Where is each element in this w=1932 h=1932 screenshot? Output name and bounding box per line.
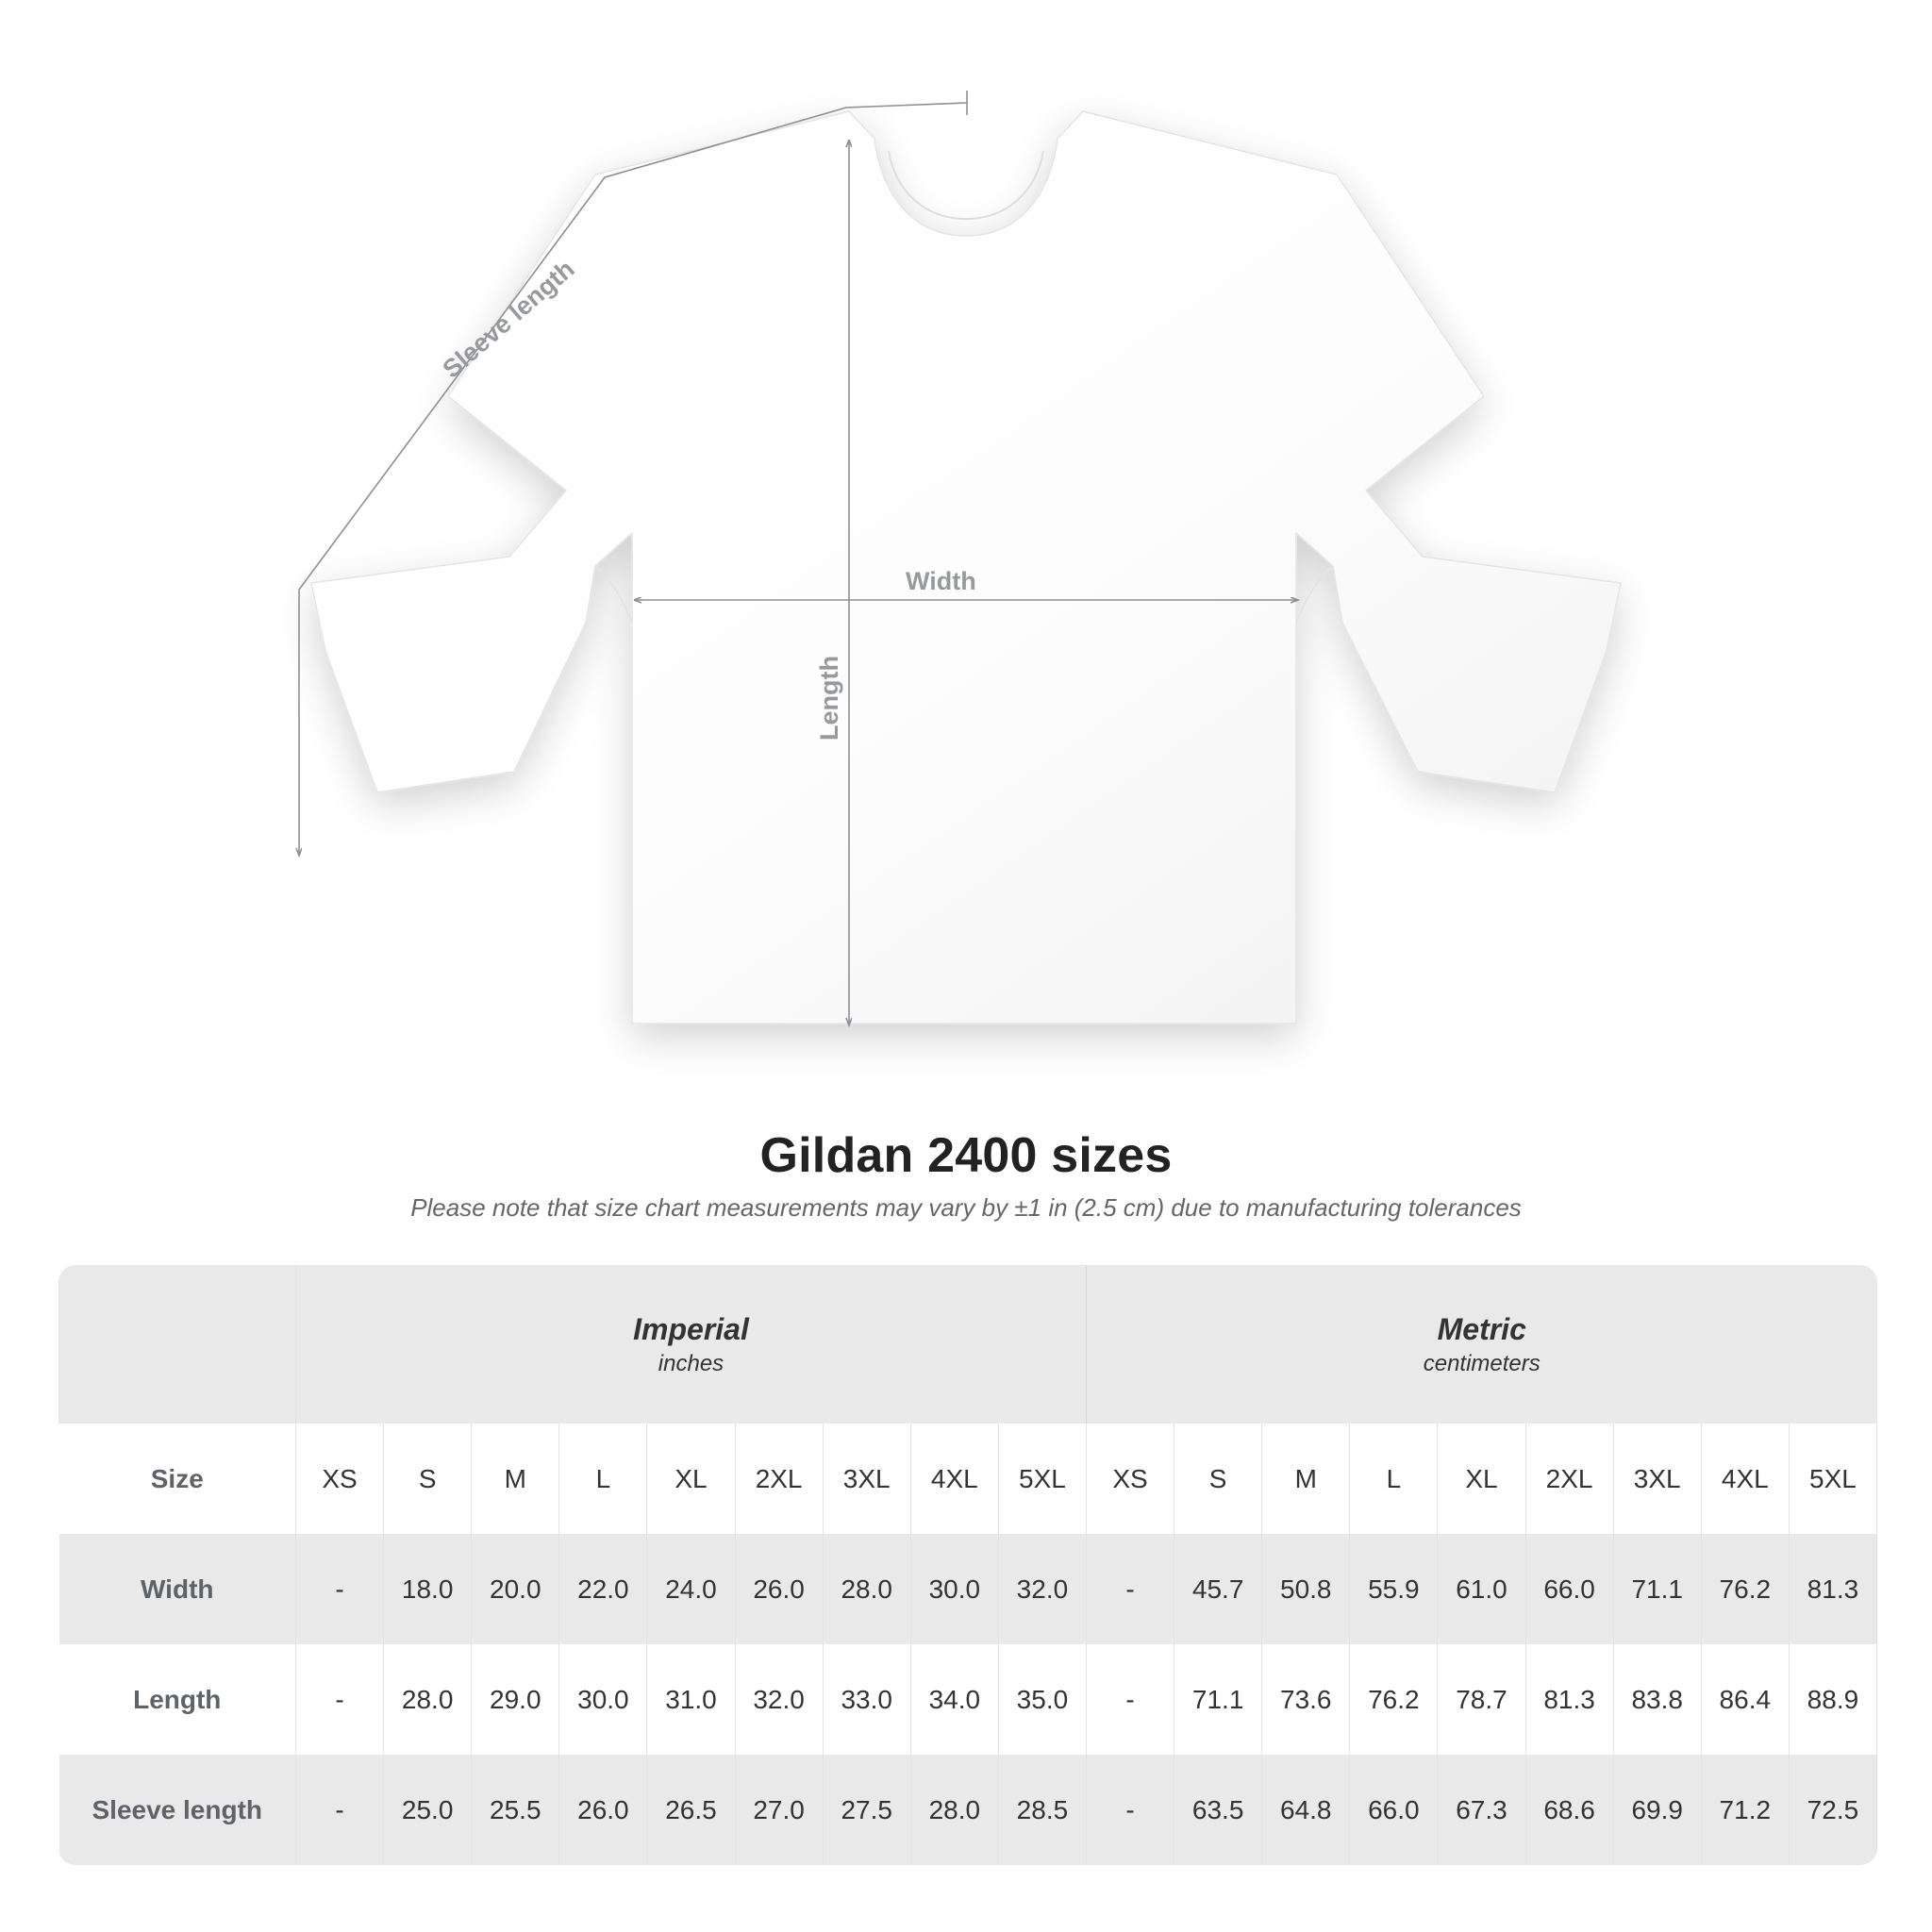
svg-text:Width: Width: [906, 567, 976, 595]
svg-text:Length: Length: [815, 656, 843, 741]
